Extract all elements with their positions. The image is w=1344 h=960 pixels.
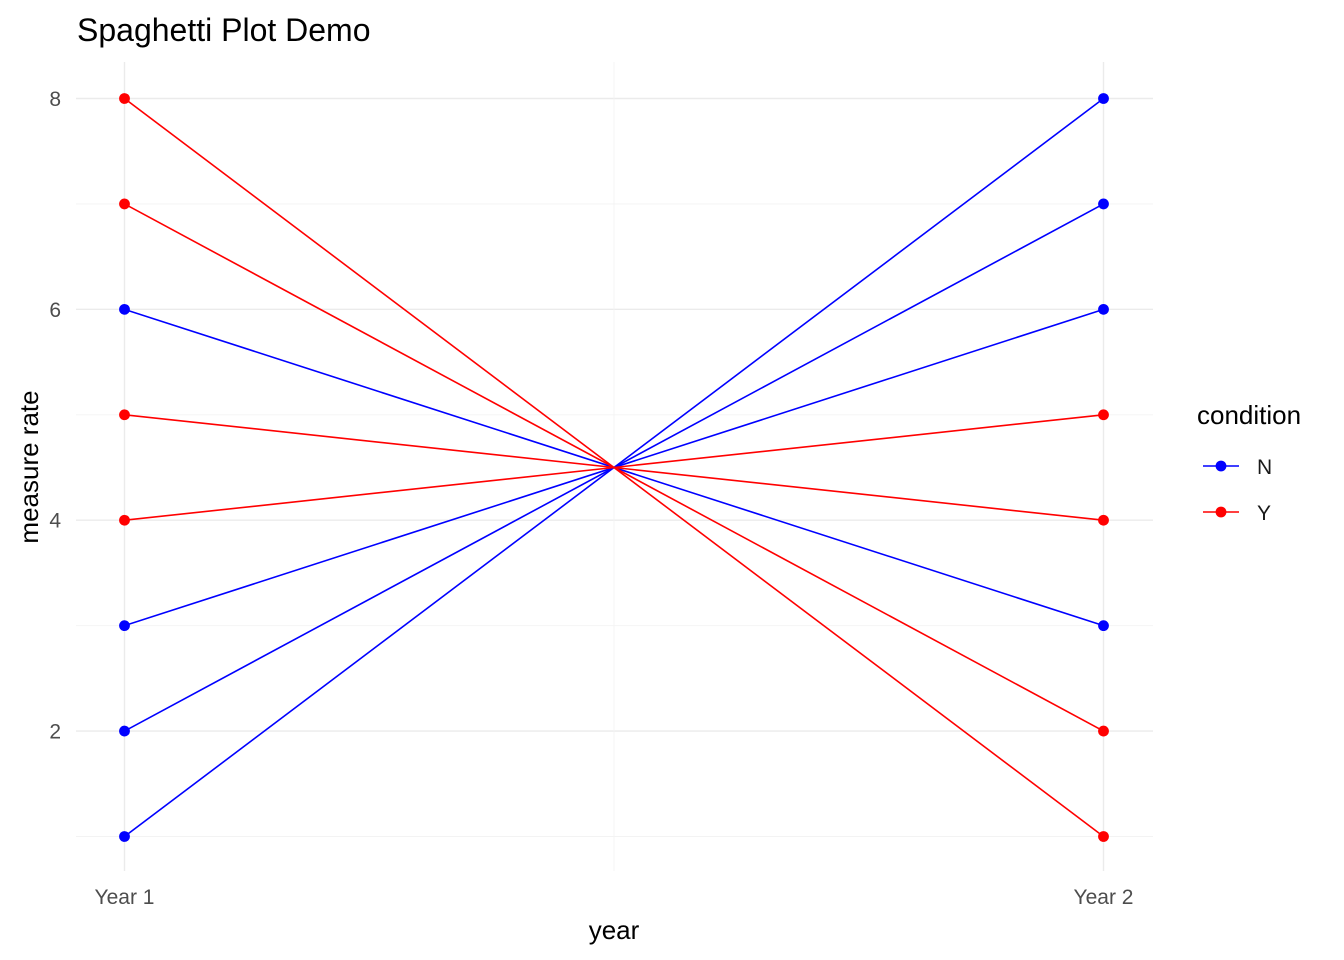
legend: condition NY: [1197, 400, 1301, 525]
x-axis-title: year: [589, 915, 640, 945]
data-point-Y-5-0: [119, 198, 130, 210]
data-point-Y-6-1: [1098, 514, 1109, 526]
legend-key-point: [1215, 506, 1227, 518]
data-point-Y-5-1: [1098, 725, 1109, 737]
legend-title: condition: [1197, 400, 1301, 430]
data-point-Y-4-0: [119, 93, 130, 104]
data-point-N-3-1: [1098, 93, 1109, 104]
y-tick-label: 4: [49, 510, 61, 533]
y-axis-title: measure rate: [14, 390, 44, 543]
data-point-N-2-0: [119, 725, 130, 737]
y-axis-ticks: 2 4 6 8: [49, 88, 61, 744]
legend-label: N: [1257, 456, 1272, 479]
y-tick-label: 8: [49, 88, 61, 111]
data-point-Y-6-0: [119, 409, 130, 421]
y-tick-label: 6: [49, 299, 61, 322]
data-point-N-1-0: [119, 620, 130, 632]
data-point-N-3-0: [119, 831, 130, 842]
x-tick-label: Year 2: [1074, 886, 1134, 909]
x-tick-label: Year 1: [95, 886, 155, 909]
series-lines: [124, 97, 1104, 838]
series-points: [119, 93, 1109, 842]
series-line-Y-7: [124, 413, 1104, 522]
data-point-N-2-1: [1098, 198, 1109, 210]
legend-label: Y: [1257, 502, 1271, 525]
legend-key-point: [1215, 460, 1227, 472]
data-point-N-0-1: [1098, 620, 1109, 632]
y-tick-label: 2: [49, 721, 61, 744]
chart-title: Spaghetti Plot Demo: [77, 12, 371, 48]
data-point-Y-7-0: [119, 514, 130, 526]
data-point-N-1-1: [1098, 303, 1109, 315]
data-point-Y-7-1: [1098, 409, 1109, 421]
x-axis-ticks: Year 1 Year 2: [95, 886, 1134, 909]
data-point-N-0-0: [119, 303, 130, 315]
data-point-Y-4-1: [1098, 831, 1109, 842]
